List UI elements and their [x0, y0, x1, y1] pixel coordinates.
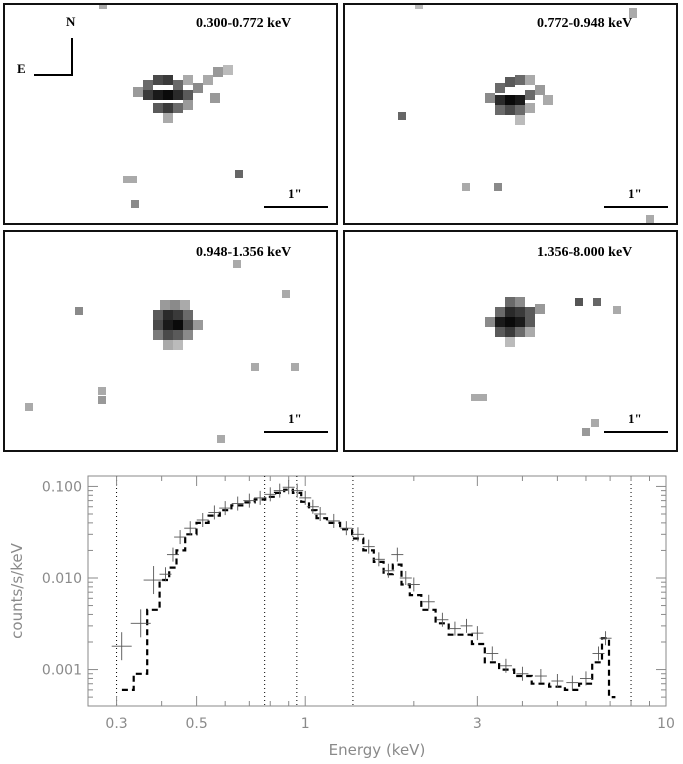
data-point — [219, 501, 232, 516]
x-tick-label: 0.5 — [185, 716, 207, 732]
data-point — [130, 609, 151, 638]
x-tick-label: 3 — [473, 716, 482, 732]
energy-band-label: 0.948-1.356 keV — [196, 245, 292, 260]
data-point — [448, 621, 461, 636]
data-point — [534, 669, 547, 684]
model-line — [121, 488, 616, 699]
x-tick-label: 10 — [657, 716, 675, 732]
data-point — [436, 612, 449, 627]
x-tick-label: 1 — [301, 716, 310, 732]
scale-bar — [604, 431, 668, 433]
data-point — [282, 480, 295, 495]
y-tick-label: 0.100 — [42, 479, 82, 495]
source-image-3 — [25, 260, 299, 443]
data-point — [243, 493, 256, 508]
data-point — [299, 490, 312, 505]
data-point — [196, 512, 209, 527]
data-point — [422, 594, 435, 609]
data-point — [399, 570, 412, 585]
scale-bar-label: 1" — [628, 411, 642, 426]
model-step-curve — [121, 488, 616, 699]
data-point — [566, 675, 579, 690]
data-point — [273, 483, 286, 498]
scale-bar-label: 1" — [628, 186, 642, 201]
source-image-4 — [471, 297, 621, 436]
band-boundaries — [116, 476, 632, 706]
data-point — [351, 527, 364, 542]
data-point — [407, 577, 420, 592]
data-point — [291, 483, 304, 498]
data-point — [111, 632, 132, 661]
data-point — [551, 674, 564, 689]
data-point — [391, 547, 404, 562]
data-point — [362, 539, 375, 554]
scale-bar — [264, 431, 328, 433]
y-axis: 0.100 0.010 0.001 — [42, 479, 666, 707]
data-points — [111, 480, 612, 690]
scale-bar-label: 1" — [288, 411, 302, 426]
image-panel-4: 1.356-8.000 keV 1" — [343, 230, 678, 452]
data-point — [382, 563, 395, 578]
image-panel-1: 0.300-0.772 keV N E 1" — [3, 3, 338, 225]
data-point — [460, 618, 473, 633]
data-point — [159, 567, 172, 582]
data-point — [314, 506, 327, 521]
data-point — [471, 626, 484, 641]
data-point — [254, 490, 267, 505]
data-point — [499, 658, 512, 673]
y-tick-label: 0.001 — [42, 663, 82, 679]
data-point — [174, 530, 187, 545]
east-arrow — [34, 74, 73, 76]
data-point — [599, 631, 612, 646]
x-tick-label: 0.3 — [105, 716, 127, 732]
data-point — [231, 496, 244, 511]
data-point — [143, 566, 164, 595]
image-panel-2: 0.772-0.948 keV 1" — [343, 3, 678, 225]
y-axis-label: counts/s/keV — [8, 542, 26, 638]
energy-band-label: 0.300-0.772 keV — [196, 16, 292, 31]
data-point — [306, 499, 319, 514]
north-arrow — [71, 38, 73, 76]
data-point — [579, 671, 592, 686]
data-point — [486, 646, 499, 661]
east-label: E — [17, 61, 26, 76]
data-point — [327, 513, 340, 528]
source-image-2 — [398, 5, 654, 223]
data-point — [592, 646, 605, 661]
image-panel-3: 0.948-1.356 keV 1" — [3, 230, 338, 452]
data-point — [372, 552, 385, 567]
data-point — [340, 521, 353, 536]
y-tick-label: 0.010 — [42, 571, 82, 587]
scale-bar — [264, 206, 328, 208]
north-label: N — [66, 14, 76, 29]
data-point — [516, 666, 529, 681]
data-point — [184, 521, 197, 536]
energy-band-label: 0.772-0.948 keV — [537, 16, 633, 31]
plot-frame — [87, 475, 667, 707]
scale-bar-label: 1" — [288, 186, 302, 201]
energy-band-label: 1.356-8.000 keV — [537, 245, 633, 260]
data-point — [166, 547, 179, 562]
x-axis-label: Energy (keV) — [329, 741, 426, 759]
scale-bar — [604, 206, 668, 208]
data-point — [208, 505, 221, 520]
data-point — [264, 487, 277, 502]
x-axis: 0.3 0.5 1 3 10 — [105, 476, 675, 732]
source-image-1 — [99, 5, 243, 208]
